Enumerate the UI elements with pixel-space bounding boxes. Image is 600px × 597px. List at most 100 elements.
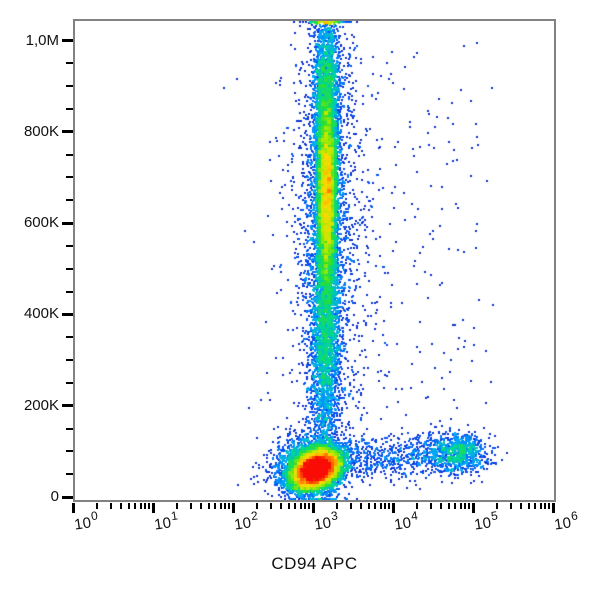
y-major-tick xyxy=(62,404,73,408)
x-minor-tick xyxy=(299,503,302,509)
x-tick-base: 10 xyxy=(313,514,333,534)
x-minor-tick xyxy=(510,503,513,509)
x-minor-tick xyxy=(110,503,113,509)
x-tick-exponent: 6 xyxy=(570,508,579,524)
y-minor-tick xyxy=(66,290,73,293)
x-minor-tick xyxy=(200,503,203,509)
x-axis-title: CD94 APC xyxy=(271,554,358,573)
x-tick-label: 106 xyxy=(535,508,597,536)
x-tick-label: 101 xyxy=(135,508,197,536)
x-major-tick xyxy=(471,503,475,513)
y-minor-tick xyxy=(66,473,73,476)
x-minor-tick xyxy=(388,503,391,509)
y-minor-tick xyxy=(66,62,73,65)
x-tick-label: 104 xyxy=(375,508,437,536)
x-tick-label: 105 xyxy=(455,508,517,536)
scatter-canvas xyxy=(75,21,554,500)
x-tick-base: 10 xyxy=(73,514,93,534)
x-minor-tick xyxy=(134,503,137,509)
x-minor-tick xyxy=(308,503,311,509)
x-minor-tick xyxy=(96,503,99,509)
x-minor-tick xyxy=(534,503,537,509)
x-minor-tick xyxy=(336,503,339,509)
y-minor-tick xyxy=(66,244,73,247)
x-tick-exponent: 4 xyxy=(410,508,419,524)
y-major-tick xyxy=(62,312,73,316)
y-tick-label: 400K xyxy=(23,305,59,323)
x-minor-tick xyxy=(294,503,297,509)
y-minor-tick xyxy=(66,85,73,88)
y-minor-tick xyxy=(66,199,73,202)
x-minor-tick xyxy=(379,503,382,509)
y-major-tick xyxy=(62,221,73,225)
x-minor-tick xyxy=(416,503,419,509)
x-minor-tick xyxy=(544,503,547,509)
y-minor-tick xyxy=(66,153,73,156)
x-minor-tick xyxy=(367,503,370,509)
y-tick-label: 800K xyxy=(23,122,59,140)
x-minor-tick xyxy=(256,503,259,509)
y-major-tick xyxy=(62,39,73,42)
x-major-tick xyxy=(391,503,395,513)
x-minor-tick xyxy=(468,503,471,509)
x-minor-tick xyxy=(548,503,551,509)
x-minor-tick xyxy=(224,503,227,509)
x-major-tick xyxy=(231,503,235,513)
y-tick-label: 0 xyxy=(50,488,59,505)
x-minor-tick xyxy=(520,503,523,509)
x-tick-base: 10 xyxy=(393,514,413,534)
x-tick-base: 10 xyxy=(153,514,173,534)
x-minor-tick xyxy=(384,503,387,509)
y-minor-tick xyxy=(66,107,73,110)
x-minor-tick xyxy=(459,503,462,509)
x-minor-tick xyxy=(280,503,283,509)
x-minor-tick xyxy=(464,503,467,509)
y-minor-tick xyxy=(66,267,73,270)
x-minor-tick xyxy=(270,503,273,509)
x-minor-tick xyxy=(360,503,363,509)
x-tick-base: 10 xyxy=(473,514,493,534)
x-tick-base: 10 xyxy=(553,514,573,534)
x-major-tick xyxy=(151,503,155,513)
y-minor-tick xyxy=(66,450,73,453)
x-minor-tick xyxy=(148,503,151,509)
x-minor-tick xyxy=(350,503,353,509)
x-major-tick xyxy=(71,503,75,513)
y-minor-tick xyxy=(66,176,73,179)
x-minor-tick xyxy=(120,503,123,509)
x-tick-exponent: 5 xyxy=(490,508,499,524)
x-minor-tick xyxy=(440,503,443,509)
x-major-tick xyxy=(551,503,555,513)
x-minor-tick xyxy=(539,503,542,509)
x-minor-tick xyxy=(447,503,450,509)
x-tick-exponent: 1 xyxy=(170,508,179,524)
x-major-tick xyxy=(311,503,315,513)
x-minor-tick xyxy=(228,503,231,509)
x-tick-exponent: 3 xyxy=(330,508,339,524)
x-minor-tick xyxy=(176,503,179,509)
y-tick-label: 600K xyxy=(23,214,59,232)
x-tick-exponent: 2 xyxy=(250,508,259,524)
x-tick-label: 102 xyxy=(215,508,277,536)
x-minor-tick xyxy=(430,503,433,509)
x-minor-tick xyxy=(144,503,147,509)
y-tick-label: 200K xyxy=(23,396,59,414)
y-major-tick xyxy=(62,495,73,499)
x-tick-label: 100 xyxy=(55,508,117,536)
x-minor-tick xyxy=(496,503,499,509)
x-minor-tick xyxy=(190,503,193,509)
x-minor-tick xyxy=(219,503,222,509)
x-minor-tick xyxy=(287,503,290,509)
x-minor-tick xyxy=(374,503,377,509)
x-tick-exponent: 0 xyxy=(90,508,99,524)
y-minor-tick xyxy=(66,427,73,430)
x-minor-tick xyxy=(127,503,130,509)
x-minor-tick xyxy=(527,503,530,509)
x-tick-base: 10 xyxy=(233,514,253,534)
y-tick-label: 1,0M xyxy=(25,31,59,49)
y-major-tick xyxy=(62,130,73,134)
y-minor-tick xyxy=(66,359,73,362)
x-minor-tick xyxy=(207,503,210,509)
x-minor-tick xyxy=(139,503,142,509)
